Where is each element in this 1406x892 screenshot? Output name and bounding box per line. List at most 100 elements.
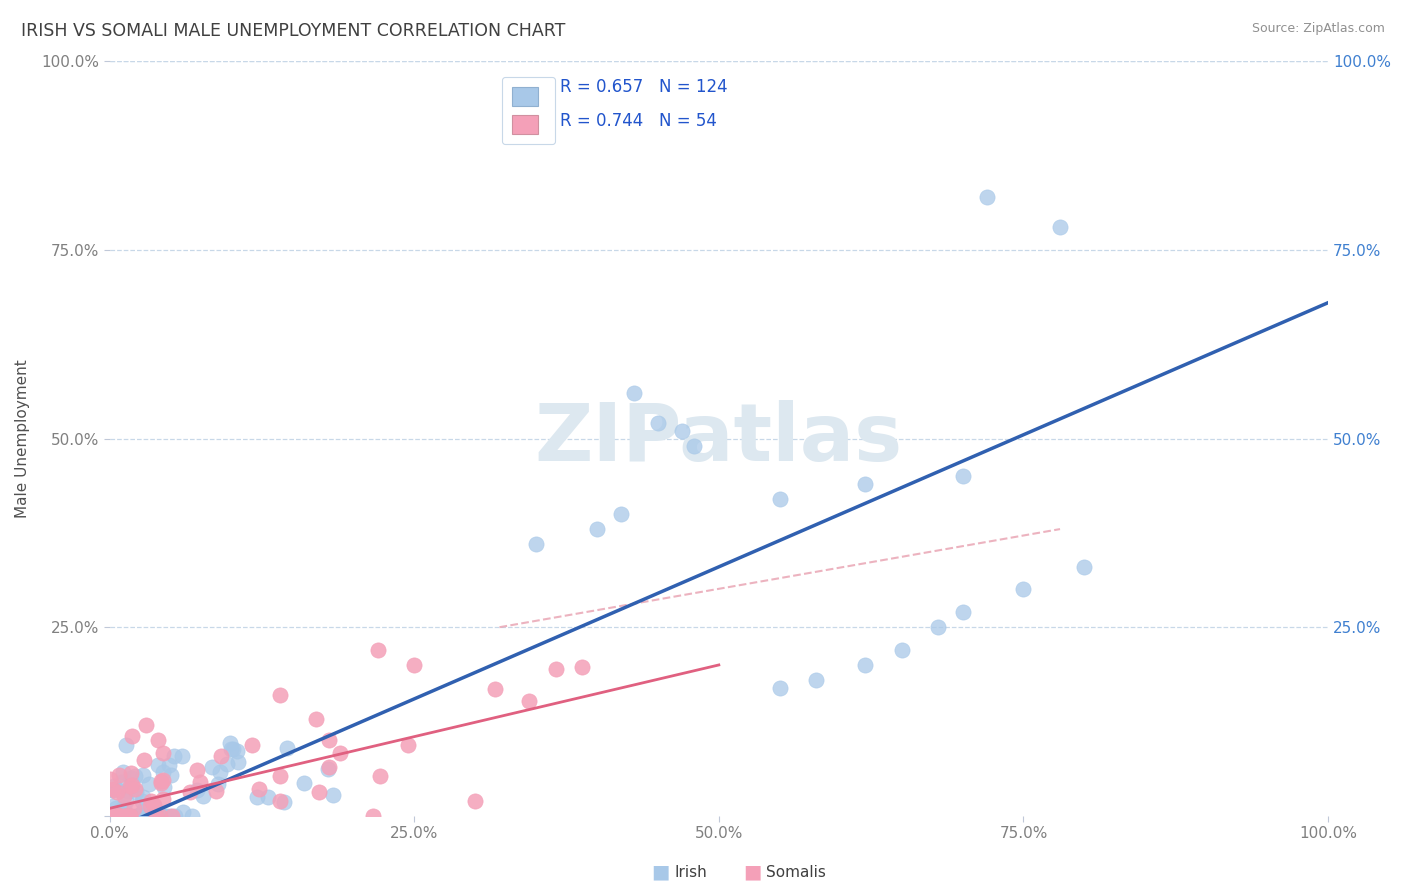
Point	[131, 794, 153, 808]
Point	[138, 777, 160, 791]
Point	[853, 476, 876, 491]
Point	[219, 736, 242, 750]
Point	[226, 756, 249, 770]
Point	[104, 809, 127, 823]
Point	[134, 809, 156, 823]
Point	[240, 739, 263, 753]
Point	[191, 789, 214, 804]
Point	[103, 809, 125, 823]
Text: Somalis: Somalis	[766, 865, 827, 880]
Point	[368, 769, 391, 783]
Point	[111, 809, 134, 823]
Point	[114, 794, 136, 808]
Point	[517, 694, 540, 708]
Point	[671, 424, 693, 438]
Point	[124, 782, 146, 797]
Point	[179, 785, 201, 799]
Point	[153, 809, 176, 823]
Point	[143, 798, 166, 813]
Point	[115, 809, 138, 823]
Point	[100, 809, 122, 823]
Point	[952, 469, 974, 483]
Point	[1073, 559, 1095, 574]
Point	[163, 809, 186, 823]
Point	[115, 809, 138, 823]
Point	[683, 439, 706, 453]
Point	[186, 763, 208, 777]
Point	[318, 760, 340, 774]
Point	[111, 809, 134, 823]
Point	[101, 809, 124, 823]
Point	[110, 809, 132, 823]
Point	[120, 780, 142, 794]
Point	[853, 657, 876, 672]
Point	[269, 769, 291, 783]
Point	[112, 800, 135, 814]
Point	[1049, 220, 1071, 235]
Point	[143, 809, 166, 823]
Point	[186, 783, 208, 797]
Point	[145, 809, 167, 823]
Point	[127, 809, 149, 823]
Point	[146, 757, 169, 772]
Text: R = 0.657   N = 124: R = 0.657 N = 124	[561, 78, 728, 96]
Point	[188, 775, 211, 789]
Point	[120, 766, 142, 780]
Point	[152, 792, 174, 806]
Point	[100, 809, 122, 823]
Point	[292, 776, 315, 790]
Point	[276, 741, 298, 756]
Point	[571, 660, 593, 674]
Point	[132, 768, 155, 782]
Point	[217, 757, 239, 772]
Point	[610, 507, 633, 521]
Point	[100, 809, 122, 823]
Point	[976, 190, 998, 204]
Point	[104, 801, 127, 815]
Point	[105, 806, 128, 821]
Point	[148, 733, 170, 747]
Point	[110, 803, 132, 817]
Point	[546, 662, 568, 676]
Point	[367, 643, 389, 657]
Point	[114, 738, 136, 752]
Legend: , : ,	[502, 77, 555, 144]
Point	[769, 681, 792, 695]
Point	[98, 809, 121, 823]
Point	[138, 799, 160, 814]
Text: IRISH VS SOMALI MALE UNEMPLOYMENT CORRELATION CHART: IRISH VS SOMALI MALE UNEMPLOYMENT CORREL…	[21, 22, 565, 40]
Point	[125, 809, 148, 823]
Point	[121, 778, 143, 792]
Point	[143, 797, 166, 812]
Point	[152, 780, 174, 794]
Point	[122, 801, 145, 815]
Point	[269, 688, 291, 702]
Point	[103, 798, 125, 813]
Point	[329, 746, 352, 760]
Point	[141, 794, 163, 808]
Point	[273, 795, 295, 809]
Point	[107, 809, 129, 823]
Point	[404, 657, 426, 672]
Point	[101, 783, 124, 797]
Point	[361, 809, 384, 823]
Point	[155, 809, 177, 823]
Point	[104, 809, 127, 823]
Point	[100, 809, 122, 823]
Point	[318, 733, 340, 747]
Point	[927, 620, 949, 634]
Y-axis label: Male Unemployment: Male Unemployment	[15, 359, 30, 518]
Point	[209, 748, 232, 763]
Point	[110, 809, 132, 823]
Point	[107, 768, 129, 782]
Point	[160, 768, 183, 782]
Point	[152, 772, 174, 787]
Point	[112, 765, 135, 780]
Point	[100, 809, 122, 823]
Text: ■: ■	[651, 863, 671, 882]
Point	[769, 491, 792, 506]
Point	[162, 809, 184, 823]
Point	[152, 746, 174, 760]
Point	[112, 789, 135, 804]
Point	[201, 760, 224, 774]
